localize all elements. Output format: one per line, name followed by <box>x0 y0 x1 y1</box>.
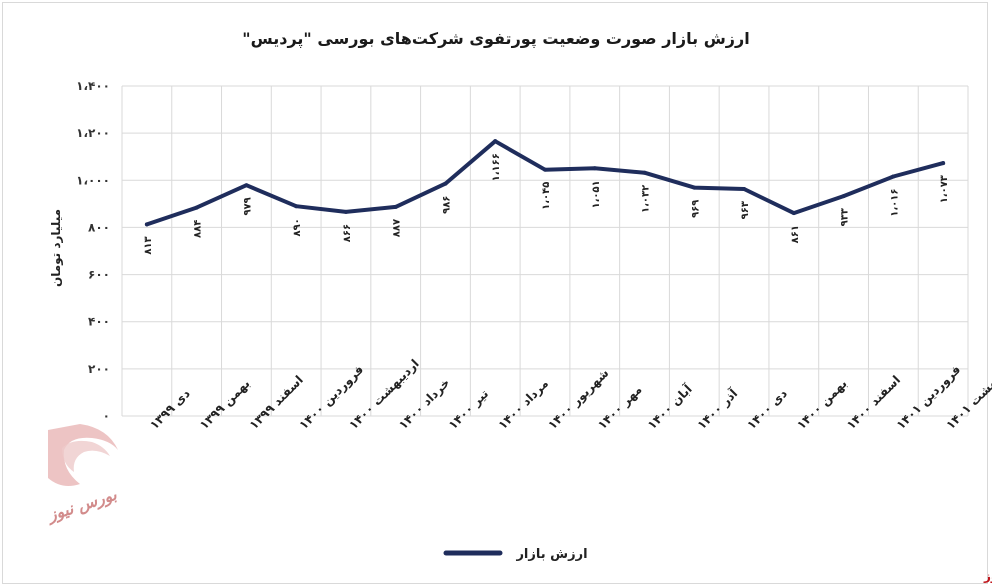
brand-logo: بورس نیوز <box>43 424 120 527</box>
data-point <box>393 204 398 209</box>
y-tick-label: ۱،۰۰۰ <box>76 173 110 187</box>
gridlines <box>121 85 969 417</box>
data-point <box>791 211 796 216</box>
x-tick-label: خرداد ۱۴۰۰ <box>396 376 453 433</box>
data-label: ۹۷۹ <box>242 197 253 215</box>
data-point <box>642 170 647 175</box>
data-point <box>692 185 697 190</box>
data-label: ۹۶۹ <box>690 200 701 218</box>
data-label: ۹۶۳ <box>740 201 751 219</box>
data-point <box>443 181 448 186</box>
data-label: ۱،۱۶۶ <box>491 153 502 181</box>
data-point <box>592 166 597 171</box>
logo-text: بورس نیوز <box>43 485 120 527</box>
data-point <box>941 161 946 166</box>
y-tick-label: ۶۰۰ <box>88 268 110 282</box>
data-label: ۸۹۰ <box>292 218 303 236</box>
y-axis-ticks: ۰ ۲۰۰ ۴۰۰ ۶۰۰ ۸۰۰ ۱،۰۰۰ ۱،۲۰۰ ۱،۴۰۰ <box>76 79 110 423</box>
data-point <box>144 222 149 227</box>
y-tick-label: ۰ <box>103 409 110 423</box>
y-tick-label: ۴۰۰ <box>88 315 110 329</box>
chart-title: ارزش بازار صورت وضعیت پورتفوی شرکت‌های ب… <box>242 29 749 49</box>
data-label: ۱،۰۵۱ <box>591 180 602 208</box>
x-tick-label: بهمن ۱۴۰۰ <box>794 376 850 432</box>
data-point <box>244 183 249 188</box>
data-label: ۱،۰۱۶ <box>889 189 900 217</box>
x-tick-label: دی ۱۴۰۰ <box>744 386 790 432</box>
data-point <box>841 194 846 199</box>
y-axis-label: میلیارد تومان <box>49 209 64 287</box>
data-label: ۸۶۱ <box>790 225 801 243</box>
data-label: ۸۱۳ <box>143 236 154 254</box>
data-label: ۱،۰۳۲ <box>641 185 652 213</box>
data-label: ۹۳۳ <box>840 208 851 226</box>
y-tick-label: ۲۰۰ <box>88 362 110 376</box>
y-tick-label: ۸۰۰ <box>88 220 110 234</box>
x-tick-label: دی ۱۳۹۹ <box>147 386 193 432</box>
data-point <box>543 167 547 172</box>
data-label: ۸۸۷ <box>392 219 403 237</box>
x-tick-label: تیر ۱۴۰۰ <box>446 387 491 432</box>
data-point <box>343 209 348 214</box>
data-label: ۱،۰۷۳ <box>939 175 950 203</box>
data-point <box>294 204 299 209</box>
data-point <box>194 205 199 210</box>
x-tick-label: مرداد ۱۴۰۰ <box>495 376 551 432</box>
data-point <box>891 174 896 179</box>
x-tick-label: بهمن ۱۳۹۹ <box>197 376 253 432</box>
data-label: ۱،۰۴۵ <box>541 182 552 210</box>
legend: ارزش بازار <box>443 547 588 562</box>
legend-label: ارزش بازار <box>515 547 587 562</box>
data-point <box>742 187 747 192</box>
data-labels: ۸۱۳ ۸۸۴ ۹۷۹ ۸۹۰ ۸۶۶ ۸۸۷ ۹۸۶ ۱،۱۶۶ ۱،۰۴۵ ۱،۰۵۱ ۱،۰۳… <box>143 153 950 255</box>
y-tick-label: ۱،۲۰۰ <box>76 126 110 140</box>
data-label: ۸۶۶ <box>342 224 353 242</box>
y-tick-label: ۱،۴۰۰ <box>76 79 110 93</box>
x-tick-label: آذر ۱۴۰۰ <box>694 385 741 432</box>
data-point <box>493 139 498 144</box>
data-label: ۸۸۴ <box>193 220 204 238</box>
watermark-text: بورس نیوز <box>983 569 992 584</box>
data-label: ۹۸۶ <box>441 196 452 214</box>
series-group <box>144 139 946 227</box>
